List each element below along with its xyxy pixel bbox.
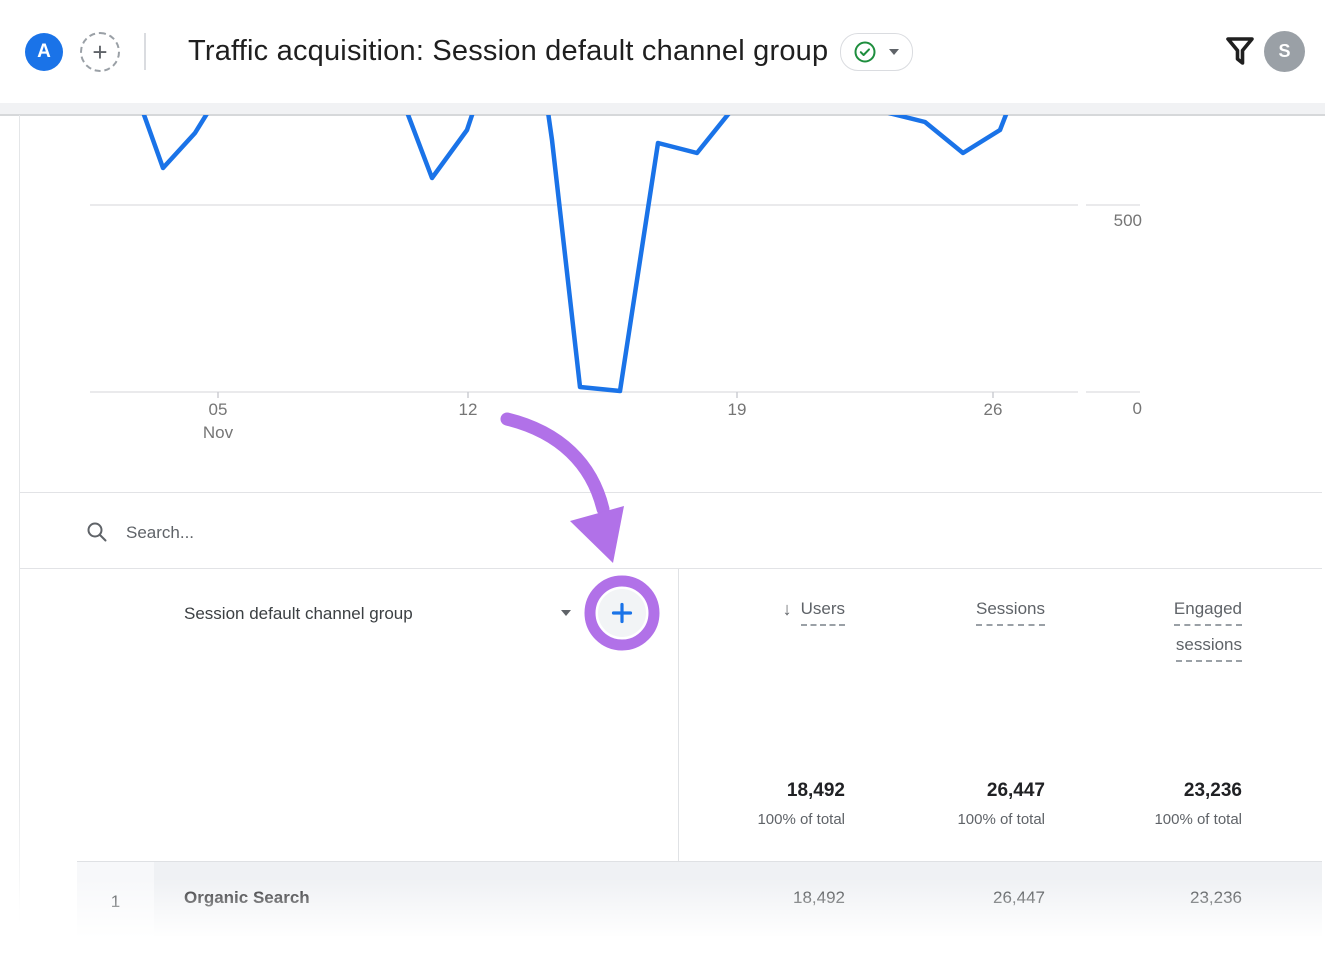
check-circle-icon <box>854 41 876 63</box>
sessions-over-time-line-chart <box>90 115 1140 398</box>
sticky-header-band <box>0 103 1325 116</box>
column-header-label-line1[interactable]: Engaged <box>1173 599 1242 626</box>
totals-engaged-sessions: 23,236 100% of total <box>1042 780 1242 828</box>
content-left-border <box>19 115 20 930</box>
user-avatar[interactable]: S <box>1264 31 1305 72</box>
y-axis-tick-label: 500 <box>1113 211 1142 230</box>
table-column-divider <box>678 569 679 958</box>
table-row[interactable]: 1 Organic Search 18,492 26,447 23,236 <box>77 861 1322 941</box>
row-users-value: 18,492 <box>793 888 845 907</box>
totals-subtext: 100% of total <box>957 811 1045 828</box>
totals-users: 18,492 100% of total <box>645 780 845 828</box>
add-dimension-button[interactable] <box>598 589 646 637</box>
column-header-engaged-sessions[interactable]: Engaged sessions <box>1042 599 1242 662</box>
x-axis-tick-label: 19 <box>727 400 747 419</box>
user-avatar-wrap[interactable]: S <box>1264 31 1305 72</box>
page-title: Traffic acquisition: Session default cha… <box>188 35 829 67</box>
data-quality-pill[interactable] <box>840 32 914 71</box>
row-engaged-sessions-value: 23,236 <box>1190 888 1242 907</box>
x-axis-tick-label: 26 <box>983 400 1003 419</box>
filter-icon[interactable] <box>1224 35 1256 69</box>
plus-icon <box>611 602 633 624</box>
x-axis-tick-label: 05 <box>208 400 228 419</box>
row-sessions-value: 26,447 <box>993 888 1045 907</box>
divider-below-search <box>20 568 1322 569</box>
column-header-sessions[interactable]: Sessions <box>845 599 1045 626</box>
totals-subtext: 100% of total <box>757 811 845 828</box>
x-axis-tick-label: Nov <box>202 423 234 442</box>
row-dimension-value: Organic Search <box>184 888 310 907</box>
search-input[interactable] <box>124 514 668 552</box>
row-index: 1 <box>77 862 154 941</box>
sort-descending-icon: ↓ <box>782 599 792 619</box>
app-header: A + Traffic acquisition: Session default… <box>0 0 1325 103</box>
table-search-row <box>84 514 684 552</box>
dimension-column-header[interactable]: Session default channel group <box>184 604 413 623</box>
y-axis-tick-label: 0 <box>1132 399 1142 418</box>
totals-sessions: 26,447 100% of total <box>845 780 1045 828</box>
column-header-label[interactable]: Users <box>800 599 845 626</box>
divider-above-search <box>20 492 1322 493</box>
column-header-label[interactable]: Sessions <box>976 599 1045 626</box>
column-header-users[interactable]: ↓ Users <box>645 599 845 626</box>
search-icon <box>87 522 107 542</box>
dimension-dropdown-caret[interactable] <box>561 610 571 616</box>
add-comparison-button[interactable]: + <box>80 31 120 72</box>
account-avatar[interactable]: A <box>25 32 63 71</box>
chevron-down-icon <box>889 48 900 55</box>
header-divider <box>144 33 146 70</box>
totals-subtext: 100% of total <box>1154 811 1242 828</box>
totals-value: 26,447 <box>986 780 1045 801</box>
x-axis-tick-label: 12 <box>458 400 478 419</box>
column-header-label-line2[interactable]: sessions <box>1175 635 1242 662</box>
totals-value: 23,236 <box>1183 780 1242 801</box>
totals-value: 18,492 <box>786 780 845 801</box>
